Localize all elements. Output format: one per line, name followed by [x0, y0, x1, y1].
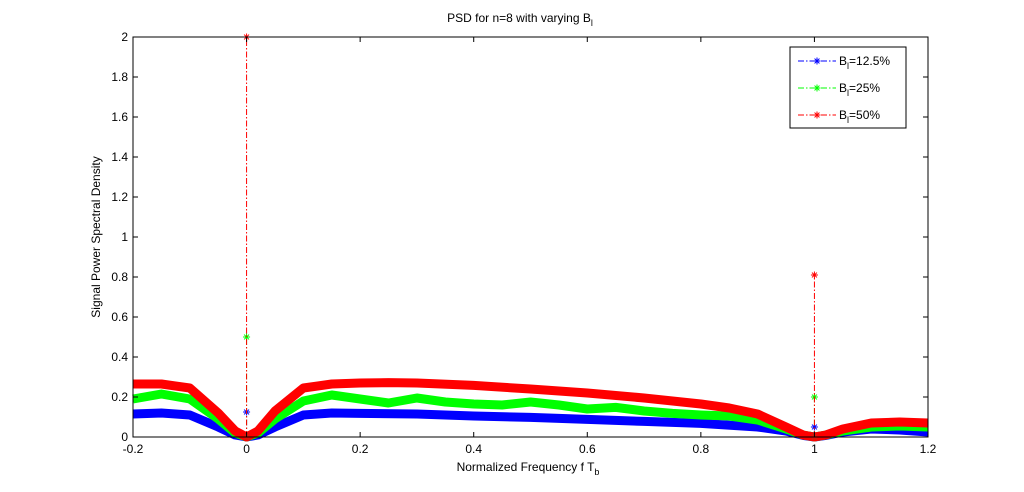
x-tick-label-2: 0.2 — [352, 442, 369, 456]
y-tick-label-8: 1.6 — [111, 110, 128, 124]
legend-marker-2 — [813, 111, 821, 119]
legend-entry-1-suffix: =25% — [849, 81, 880, 95]
legend-entry-1-subscript: l — [847, 88, 849, 98]
x-tick-label-5: 0.8 — [693, 442, 710, 456]
series-2-impulse-marker-1 — [810, 271, 818, 279]
legend-marker-1 — [813, 84, 821, 92]
y-tick-label-1: 0.2 — [111, 390, 128, 404]
x-tick-label-1: 0 — [243, 442, 250, 456]
legend-entry-0: Bl=12.5% — [839, 54, 890, 71]
y-tick-label-6: 1.2 — [111, 190, 128, 204]
x-tick-label-0: -0.2 — [123, 442, 144, 456]
x-tick-label-4: 0.6 — [579, 442, 596, 456]
chart-title: PSD for n=8 with varying Bl — [447, 11, 593, 28]
y-tick-label-0: 0 — [121, 430, 128, 444]
x-tick-label-6: 1 — [811, 442, 818, 456]
series-2-curve — [133, 378, 929, 442]
y-tick-label-10: 2 — [121, 30, 128, 44]
legend-entry-2-prefix: B — [839, 108, 847, 122]
y-axis-label: Signal Power Spectral Density — [89, 156, 103, 317]
plot-area — [132, 33, 929, 442]
y-tick-label-3: 0.6 — [111, 310, 128, 324]
y-tick-label-7: 1.4 — [111, 150, 128, 164]
legend-entry-2-subscript: l — [847, 115, 849, 125]
legend-entry-0-prefix: B — [839, 54, 847, 68]
legend-entry-2-suffix: =50% — [849, 108, 880, 122]
legend-entry-1: Bl=25% — [839, 81, 880, 98]
y-tick-label-2: 0.4 — [111, 350, 128, 364]
chart-title-subscript: l — [591, 18, 593, 28]
x-axis-label: Normalized Frequency f Tb — [457, 460, 600, 477]
legend-entry-1-prefix: B — [839, 81, 847, 95]
axes: -0.2 0 0.2 0.4 0.6 0.8 1 1.200.20.40.60.811.21.… — [111, 30, 936, 456]
legend: Bl=12.5%Bl=25%Bl=50% — [789, 46, 907, 129]
legend-entry-0-subscript: l — [847, 61, 849, 71]
legend-marker-0 — [813, 57, 821, 65]
legend-entry-2: Bl=50% — [839, 108, 880, 125]
x-axis-label-subscript: b — [594, 467, 599, 477]
legend-entry-0-suffix: =12.5% — [849, 54, 890, 68]
y-tick-label-4: 0.8 — [111, 270, 128, 284]
y-tick-label-5: 1 — [121, 230, 128, 244]
legend-box — [789, 46, 907, 129]
x-tick-label-3: 0.4 — [465, 442, 482, 456]
x-tick-label-7: 1.2 — [920, 442, 937, 456]
y-tick-label-9: 1.8 — [111, 70, 128, 84]
